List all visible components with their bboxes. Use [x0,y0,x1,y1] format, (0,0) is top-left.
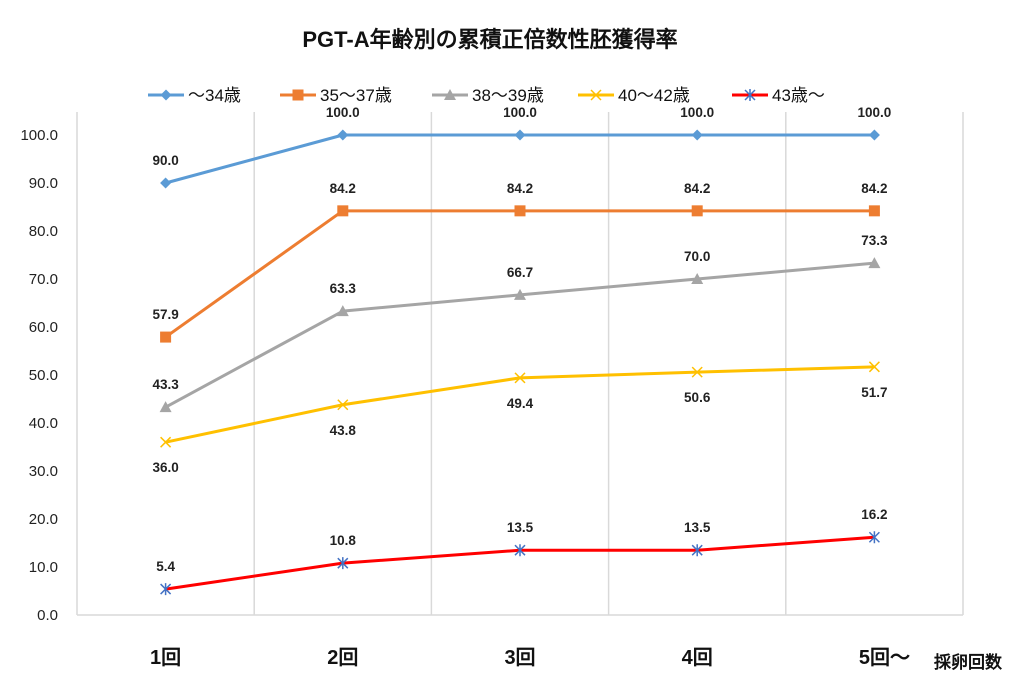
data-label: 90.0 [152,153,178,168]
chart-title: PGT-A年齢別の累積正倍数性胚獲得率 [302,27,677,52]
y-tick-label: 0.0 [37,607,58,624]
x-axis: 1回 2回 3回 4回 5回～ [150,646,910,669]
x-marker [160,436,172,448]
data-label: 100.0 [680,105,714,120]
data-label: 84.2 [861,181,887,196]
star-marker [337,557,349,570]
diamond-marker [160,177,172,189]
diamond-marker [160,89,172,101]
data-label: 16.2 [861,507,887,522]
y-axis: 0.0 10.0 20.0 30.0 40.0 50.0 60.0 70.0 80.0 90.0 1… [20,127,58,624]
y-tick-label: 80.0 [29,223,58,240]
data-label: 57.9 [152,307,178,322]
data-label: 84.2 [330,181,356,196]
x-tick-label: 2回 [327,646,358,669]
x-tick-label: 1回 [150,646,181,669]
diamond-marker [337,129,349,141]
data-label: 70.0 [684,249,710,264]
data-label: 5.4 [156,559,175,574]
x-axis-label: 採卵回数 [934,652,1003,672]
data-label: 10.8 [330,533,357,548]
data-label: 84.2 [507,181,533,196]
data-label: 100.0 [326,105,360,120]
y-tick-label: 90.0 [29,175,58,192]
triangle-marker [514,288,526,300]
data-label: 66.7 [507,265,533,280]
legend-label: 43歳～ [772,86,825,105]
x-marker [337,399,349,411]
series-group [159,129,881,596]
triangle-marker [444,89,456,100]
x-marker [590,89,602,101]
square-marker [160,331,172,343]
x-marker [868,361,880,373]
square-marker [337,205,349,217]
data-label: 100.0 [858,105,892,120]
data-label: 73.3 [861,233,888,248]
x-tick-label: 3回 [504,646,535,669]
data-label: 84.2 [684,181,710,196]
data-label: 51.7 [861,385,887,400]
y-tick-label: 30.0 [29,463,58,480]
diamond-marker [514,129,526,141]
x-marker [691,366,703,378]
star-marker [691,544,703,557]
data-label: 43.8 [330,423,357,438]
data-label: 100.0 [503,105,537,120]
data-label: 36.0 [152,460,178,475]
x-tick-label: 4回 [682,646,713,669]
square-marker [292,89,304,101]
y-tick-label: 10.0 [29,559,58,576]
triangle-marker [336,305,349,317]
y-tick-label: 50.0 [29,367,58,384]
triangle-marker [691,273,704,284]
y-tick-label: 60.0 [29,319,58,336]
legend-label: 40～42歳 [618,86,690,105]
legend-label: ～34歳 [188,86,241,105]
star-marker [514,544,526,557]
square-marker [514,205,526,217]
star-marker [868,531,880,544]
y-tick-label: 40.0 [29,415,58,432]
y-tick-label: 70.0 [29,271,58,288]
triangle-marker [159,401,172,413]
series-line [164,261,875,409]
x-marker [514,372,526,384]
data-labels: 90.0 100.0 100.0 100.0 100.0 57.9 84.2 84.2 84.2… [152,105,891,574]
diamond-marker [691,129,703,141]
plot-area [76,112,964,616]
triangle-marker [868,257,881,269]
legend-label: 38～39歳 [472,86,544,105]
data-label: 13.5 [507,520,534,535]
diamond-marker [868,129,880,141]
square-marker [868,205,880,217]
series-line [165,133,875,185]
star-marker [160,583,172,596]
y-tick-label: 100.0 [20,127,58,144]
data-label: 49.4 [507,396,534,411]
data-label: 13.5 [684,520,711,535]
legend-label: 35～37歳 [320,86,392,105]
legend: ～34歳 35～37歳 38～39歳 40～42歳 43歳～ [148,86,825,105]
x-tick-label: 5回～ [859,646,910,669]
star-marker [744,89,756,101]
square-marker [691,205,703,217]
data-label: 50.6 [684,390,711,405]
data-label: 63.3 [330,281,357,296]
data-label: 43.3 [152,377,179,392]
y-tick-label: 20.0 [29,511,58,528]
